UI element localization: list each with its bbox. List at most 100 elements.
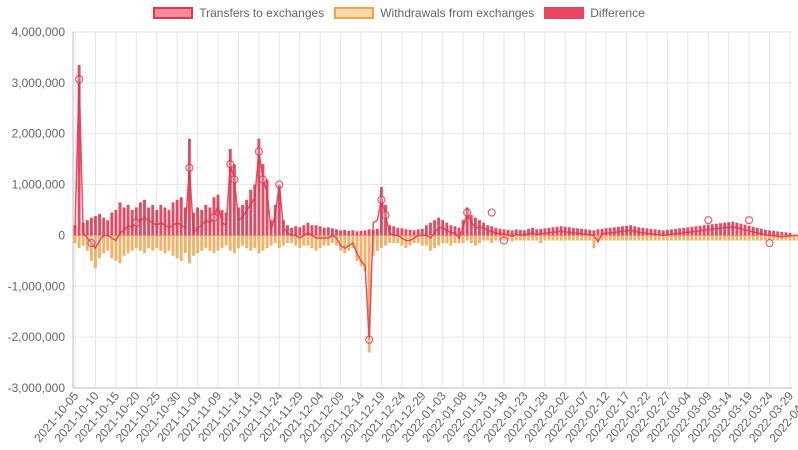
bar-transfers [416, 229, 420, 236]
bar-withdrawals [245, 235, 249, 249]
bar-transfers [228, 148, 232, 236]
bar-withdrawals [192, 235, 195, 256]
bar-withdrawals [130, 235, 134, 251]
bar-withdrawals [649, 235, 653, 241]
bar-transfers [179, 197, 183, 236]
bar-withdrawals [559, 235, 563, 241]
bar-withdrawals [465, 235, 469, 241]
bar-withdrawals [596, 235, 600, 241]
bar-transfers [506, 229, 510, 236]
bar-transfers [527, 228, 530, 236]
legend-swatch-transfers [153, 7, 194, 19]
bar-withdrawals [310, 235, 314, 249]
bar-transfers [563, 226, 567, 236]
bar-transfers [731, 221, 735, 236]
bar-transfers [433, 220, 436, 236]
legend-item-transfers[interactable]: Transfers to exchanges [153, 6, 324, 20]
difference-marker [87, 238, 96, 248]
bar-transfers [612, 227, 616, 236]
bar-transfers [522, 230, 526, 236]
bar-transfers [588, 229, 592, 236]
difference-marker [275, 180, 284, 189]
bar-transfers [670, 229, 673, 236]
bar-transfers [298, 227, 302, 236]
bar-withdrawals [780, 235, 784, 241]
bar-withdrawals [363, 235, 367, 272]
bar-withdrawals [739, 235, 743, 241]
bar-transfers [776, 231, 780, 236]
bar-withdrawals [743, 235, 747, 241]
difference-marker [209, 213, 219, 222]
bar-withdrawals [694, 235, 698, 241]
bar-withdrawals [151, 235, 155, 251]
difference-marker [75, 75, 84, 84]
difference-marker [704, 216, 713, 225]
bar-transfers [445, 222, 449, 236]
bar-withdrawals [719, 235, 722, 241]
bar-transfers [408, 229, 412, 236]
bar-transfers [473, 217, 477, 236]
bar-transfers [420, 228, 424, 236]
bar-transfers [539, 228, 543, 236]
bar-withdrawals [449, 235, 453, 246]
bar-transfers [200, 210, 204, 236]
bar-withdrawals [294, 235, 298, 246]
bar-withdrawals [375, 235, 379, 251]
bar-transfers [600, 228, 604, 236]
bar-withdrawals [490, 235, 494, 244]
bar-withdrawals [445, 235, 449, 244]
bar-withdrawals [228, 235, 232, 251]
legend-item-difference[interactable]: Difference [544, 6, 645, 20]
bar-withdrawals [134, 235, 138, 249]
bar-withdrawals [776, 235, 780, 241]
bar-withdrawals [339, 235, 343, 251]
bar-withdrawals [547, 235, 551, 241]
bar-withdrawals [163, 235, 167, 254]
bar-transfers [674, 228, 678, 236]
bar-transfers [375, 228, 379, 236]
bar-withdrawals [506, 235, 510, 241]
bar-withdrawals [535, 235, 539, 241]
bar-transfers [134, 207, 138, 236]
bar-withdrawals [110, 235, 114, 259]
bar-transfers [437, 217, 441, 236]
bar-withdrawals [155, 235, 159, 249]
bar-transfers [649, 228, 653, 236]
bar-transfers [159, 204, 163, 236]
bar-withdrawals [706, 235, 710, 241]
bar-withdrawals [527, 235, 530, 241]
bar-transfers [306, 222, 310, 236]
bar-transfers [73, 225, 77, 236]
y-tick-label: -2,000,000 [8, 330, 66, 344]
bar-transfers [363, 230, 367, 236]
bar-withdrawals [514, 235, 518, 241]
bar-withdrawals [555, 235, 559, 241]
bar-transfers [232, 164, 236, 236]
bar-transfers [335, 229, 338, 236]
bar-transfers [735, 222, 739, 236]
bar-transfers [347, 230, 351, 236]
bar-transfers [780, 231, 784, 236]
bar-transfers [380, 187, 383, 236]
bar-withdrawals [686, 235, 690, 241]
bar-transfers [535, 229, 539, 236]
bar-withdrawals [751, 235, 755, 241]
bar-transfers [604, 228, 608, 236]
bar-transfers [551, 227, 555, 236]
bar-withdrawals [710, 235, 714, 241]
bar-withdrawals [89, 235, 93, 261]
bar-transfers [637, 227, 641, 236]
bar-withdrawals [106, 235, 110, 251]
bar-transfers [265, 179, 269, 236]
bar-transfers [567, 227, 571, 236]
legend-item-withdrawals[interactable]: Withdrawals from exchanges [334, 6, 534, 20]
bar-withdrawals [318, 235, 322, 249]
series-withdrawals-bars [73, 235, 798, 353]
bar-withdrawals [551, 235, 555, 241]
bar-withdrawals [796, 235, 798, 241]
bar-withdrawals [216, 235, 220, 251]
bar-withdrawals [469, 235, 473, 244]
bar-withdrawals [138, 235, 142, 251]
bar-transfers [469, 215, 473, 236]
bar-transfers [690, 226, 694, 236]
